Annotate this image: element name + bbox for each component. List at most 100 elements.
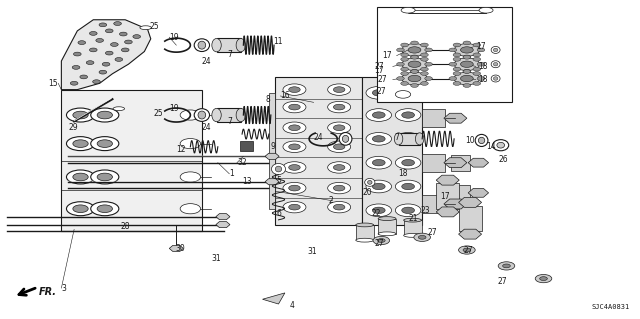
Text: 17: 17 [374,66,384,75]
Circle shape [402,207,415,213]
Circle shape [453,57,461,61]
Circle shape [86,61,94,64]
Text: 8: 8 [266,95,271,104]
Circle shape [411,41,419,45]
Circle shape [366,109,392,122]
Circle shape [372,160,385,166]
Circle shape [283,182,306,194]
Circle shape [91,108,119,122]
Bar [436,183,460,209]
Circle shape [498,262,515,270]
Circle shape [402,90,415,96]
Bar [216,108,241,122]
Circle shape [133,35,141,39]
Circle shape [420,67,428,71]
Circle shape [463,248,470,252]
Circle shape [333,185,345,191]
Text: 24: 24 [201,123,211,132]
Circle shape [328,122,351,133]
Text: 27: 27 [376,87,386,96]
Ellipse shape [378,232,396,236]
Text: 27: 27 [428,228,437,237]
Text: 24: 24 [314,133,323,142]
Circle shape [473,57,481,61]
Text: 26: 26 [499,155,508,164]
Circle shape [366,204,392,217]
Text: 1: 1 [229,169,234,178]
Circle shape [414,233,431,241]
Circle shape [425,48,433,52]
Circle shape [120,32,127,36]
Circle shape [102,62,110,66]
Circle shape [401,82,408,85]
Bar [404,220,422,235]
Circle shape [420,43,428,47]
Text: 2: 2 [328,196,333,205]
Circle shape [333,144,345,150]
Polygon shape [468,189,488,197]
Ellipse shape [493,63,498,66]
Text: 17: 17 [383,51,392,60]
Bar [362,77,422,225]
Text: 18: 18 [398,169,408,178]
Circle shape [463,70,470,73]
Text: 7: 7 [395,133,399,142]
Circle shape [114,22,122,26]
Text: 29: 29 [69,123,79,132]
Bar [422,154,445,172]
Circle shape [402,44,428,56]
Circle shape [453,82,461,85]
Circle shape [477,77,484,80]
Text: 17: 17 [476,42,486,51]
Circle shape [463,84,470,87]
Text: 16: 16 [280,92,290,100]
Ellipse shape [236,108,246,122]
Polygon shape [61,20,151,90]
Bar [451,185,470,201]
Text: FR.: FR. [39,287,57,297]
Circle shape [396,204,421,217]
Circle shape [91,202,119,216]
Circle shape [74,52,81,56]
Circle shape [91,137,119,151]
Circle shape [73,205,88,212]
Ellipse shape [339,132,352,145]
Circle shape [328,141,351,152]
Circle shape [540,277,547,280]
Bar [378,219,396,234]
Circle shape [473,67,481,71]
Text: 30: 30 [175,244,186,253]
Circle shape [473,82,481,85]
Circle shape [372,183,385,190]
Circle shape [180,138,200,149]
Circle shape [463,55,470,59]
Text: 27: 27 [463,246,473,255]
Circle shape [72,65,80,69]
Circle shape [283,162,306,173]
Text: 6: 6 [276,209,282,218]
Circle shape [453,43,461,47]
Circle shape [99,70,107,74]
Circle shape [125,40,132,44]
Polygon shape [216,222,230,228]
Ellipse shape [478,137,484,144]
Circle shape [67,108,95,122]
Bar [378,7,511,102]
Ellipse shape [212,108,221,122]
Circle shape [408,47,421,53]
Circle shape [328,201,351,213]
Circle shape [283,84,306,95]
Bar [422,109,445,127]
Circle shape [420,82,428,85]
Circle shape [454,58,479,70]
Circle shape [289,125,300,130]
Circle shape [106,51,113,55]
Circle shape [122,48,129,52]
Polygon shape [216,214,230,220]
Ellipse shape [194,39,209,51]
Ellipse shape [378,217,396,220]
Text: 18: 18 [478,62,488,71]
Ellipse shape [275,166,282,172]
Polygon shape [436,207,460,217]
Circle shape [402,112,415,118]
